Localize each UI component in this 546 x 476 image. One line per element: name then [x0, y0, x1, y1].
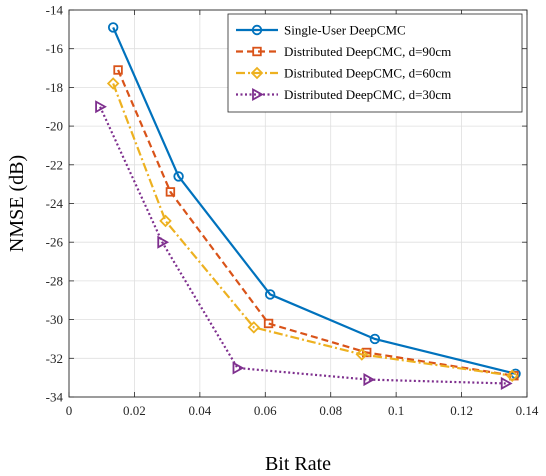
y-tick-label: -18: [46, 80, 63, 95]
y-tick-label: -26: [46, 235, 64, 250]
data-point: [247, 321, 261, 334]
x-tick-label: 0: [66, 403, 73, 418]
legend-item: Single-User DeepCMC: [236, 23, 406, 38]
data-point: [355, 348, 369, 361]
y-tick-label: -24: [46, 196, 64, 211]
x-tick-label: 0.08: [319, 403, 342, 418]
data-point: [159, 214, 172, 228]
data-point: [363, 373, 376, 387]
x-axis-label: Bit Rate: [265, 453, 331, 475]
legend-item: Distributed DeepCMC, d=90cm: [236, 44, 451, 59]
x-tick-label: 0.04: [188, 403, 211, 418]
data-point: [263, 318, 274, 329]
data-point: [264, 289, 276, 300]
data-point: [173, 171, 184, 182]
series-1: [107, 22, 521, 379]
y-tick-label: -30: [46, 312, 63, 327]
x-tick-label: 0.12: [450, 403, 473, 418]
y-tick-label: -32: [46, 351, 63, 366]
y-tick-label: -28: [46, 273, 63, 288]
legend-item: Distributed DeepCMC, d=60cm: [236, 66, 451, 81]
legend-marker: [251, 24, 263, 36]
series-line: [112, 26, 516, 375]
series-line: [99, 106, 506, 385]
y-tick-label: -20: [46, 119, 63, 134]
y-tick-label: -34: [46, 390, 64, 405]
x-tick-label: 0.02: [123, 403, 146, 418]
y-tick-label: -22: [46, 157, 63, 172]
data-point: [369, 333, 381, 345]
data-point: [157, 235, 170, 249]
legend-label: Distributed DeepCMC, d=60cm: [284, 66, 451, 81]
series-3: [106, 77, 519, 382]
data-point: [500, 376, 513, 390]
x-tick-label: 0.1: [388, 403, 404, 418]
data-point: [107, 22, 119, 33]
x-tick-label: 0.14: [516, 403, 539, 418]
axis-ticks: 0 0.02 0.04 0.06 0.08 0.1 0.12 0.14 -34 -32 -30 -28…: [46, 3, 539, 419]
series-4: [95, 100, 513, 390]
series-line: [112, 83, 513, 377]
legend-item: Distributed DeepCMC, d=30cm: [236, 87, 451, 102]
y-tick-label: -16: [46, 41, 64, 56]
data-point: [506, 369, 519, 382]
data-point: [106, 77, 120, 90]
data-point: [113, 65, 123, 75]
legend-label: Distributed DeepCMC, d=30cm: [284, 87, 451, 102]
data-point: [95, 100, 107, 114]
y-tick-label: -14: [46, 3, 64, 18]
x-tick-label: 0.06: [254, 403, 277, 418]
legend-marker: [252, 46, 262, 57]
series-line: [117, 69, 515, 377]
legend-label: Single-User DeepCMC: [284, 23, 406, 38]
data-point: [165, 187, 176, 197]
legend-marker: [250, 66, 264, 80]
legend-marker: [252, 87, 264, 102]
data-point: [361, 347, 372, 358]
legend: Single-User DeepCMC Distributed DeepCMC, …: [227, 13, 523, 113]
data-point: [232, 361, 245, 375]
y-axis-label: NMSE (dB): [6, 155, 28, 252]
series-group: [95, 22, 521, 390]
legend-label: Distributed DeepCMC, d=90cm: [284, 44, 451, 59]
